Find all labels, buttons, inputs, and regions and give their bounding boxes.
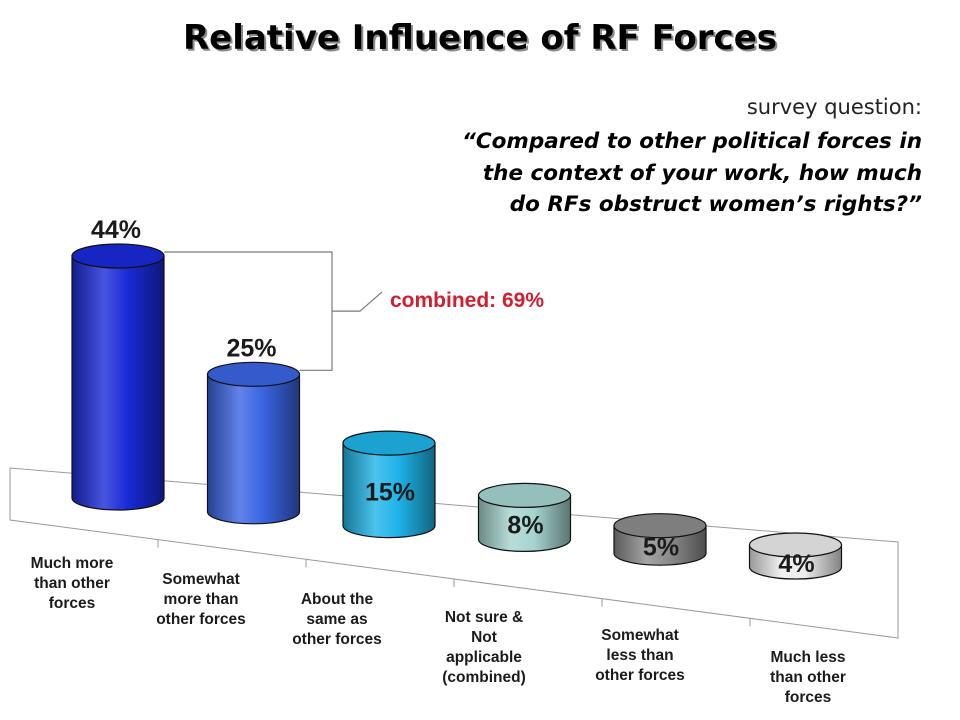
- bar-1: [71, 243, 165, 511]
- bar-top-cap: [748, 532, 843, 558]
- category-label: Much more than other forces: [31, 555, 114, 612]
- bar-top-cap: [206, 361, 301, 387]
- category-label: Much less than other forces: [770, 649, 846, 706]
- combined-annotation: combined: 69%: [390, 289, 545, 312]
- bar-body: [206, 373, 301, 525]
- bar-top-cap: [342, 430, 436, 456]
- bar-body: [342, 442, 436, 539]
- value-label: 4%: [778, 550, 814, 578]
- category-label: Somewhat less than other forces: [595, 627, 685, 684]
- bar-top-cap: [477, 482, 572, 508]
- value-label: 44%: [91, 216, 141, 244]
- bar-top-cap: [71, 243, 165, 269]
- value-label: 5%: [643, 533, 679, 561]
- bar-body: [71, 255, 165, 511]
- bar-6: [748, 532, 843, 580]
- survey-question-text: “Compared to other political forces in t…: [462, 129, 922, 217]
- value-label: 25%: [226, 334, 276, 362]
- bar-4: [477, 482, 572, 552]
- category-label: Somewhat more than other forces: [156, 571, 246, 628]
- bar-3: [342, 430, 436, 539]
- value-label: 8%: [507, 511, 543, 539]
- combined-leader-line: [332, 291, 383, 312]
- bar-5: [613, 513, 707, 566]
- survey-question-intro: survey question:: [746, 95, 922, 119]
- bar-2: [206, 361, 301, 525]
- chart-title: Relative Influence of RF Forces: [182, 18, 778, 58]
- bar-body: [477, 494, 572, 552]
- category-label: Not sure & Not applicable (combined): [442, 609, 526, 686]
- bar-top-cap: [613, 513, 707, 539]
- category-label: About the same as other forces: [292, 591, 382, 648]
- value-label: 15%: [365, 478, 415, 506]
